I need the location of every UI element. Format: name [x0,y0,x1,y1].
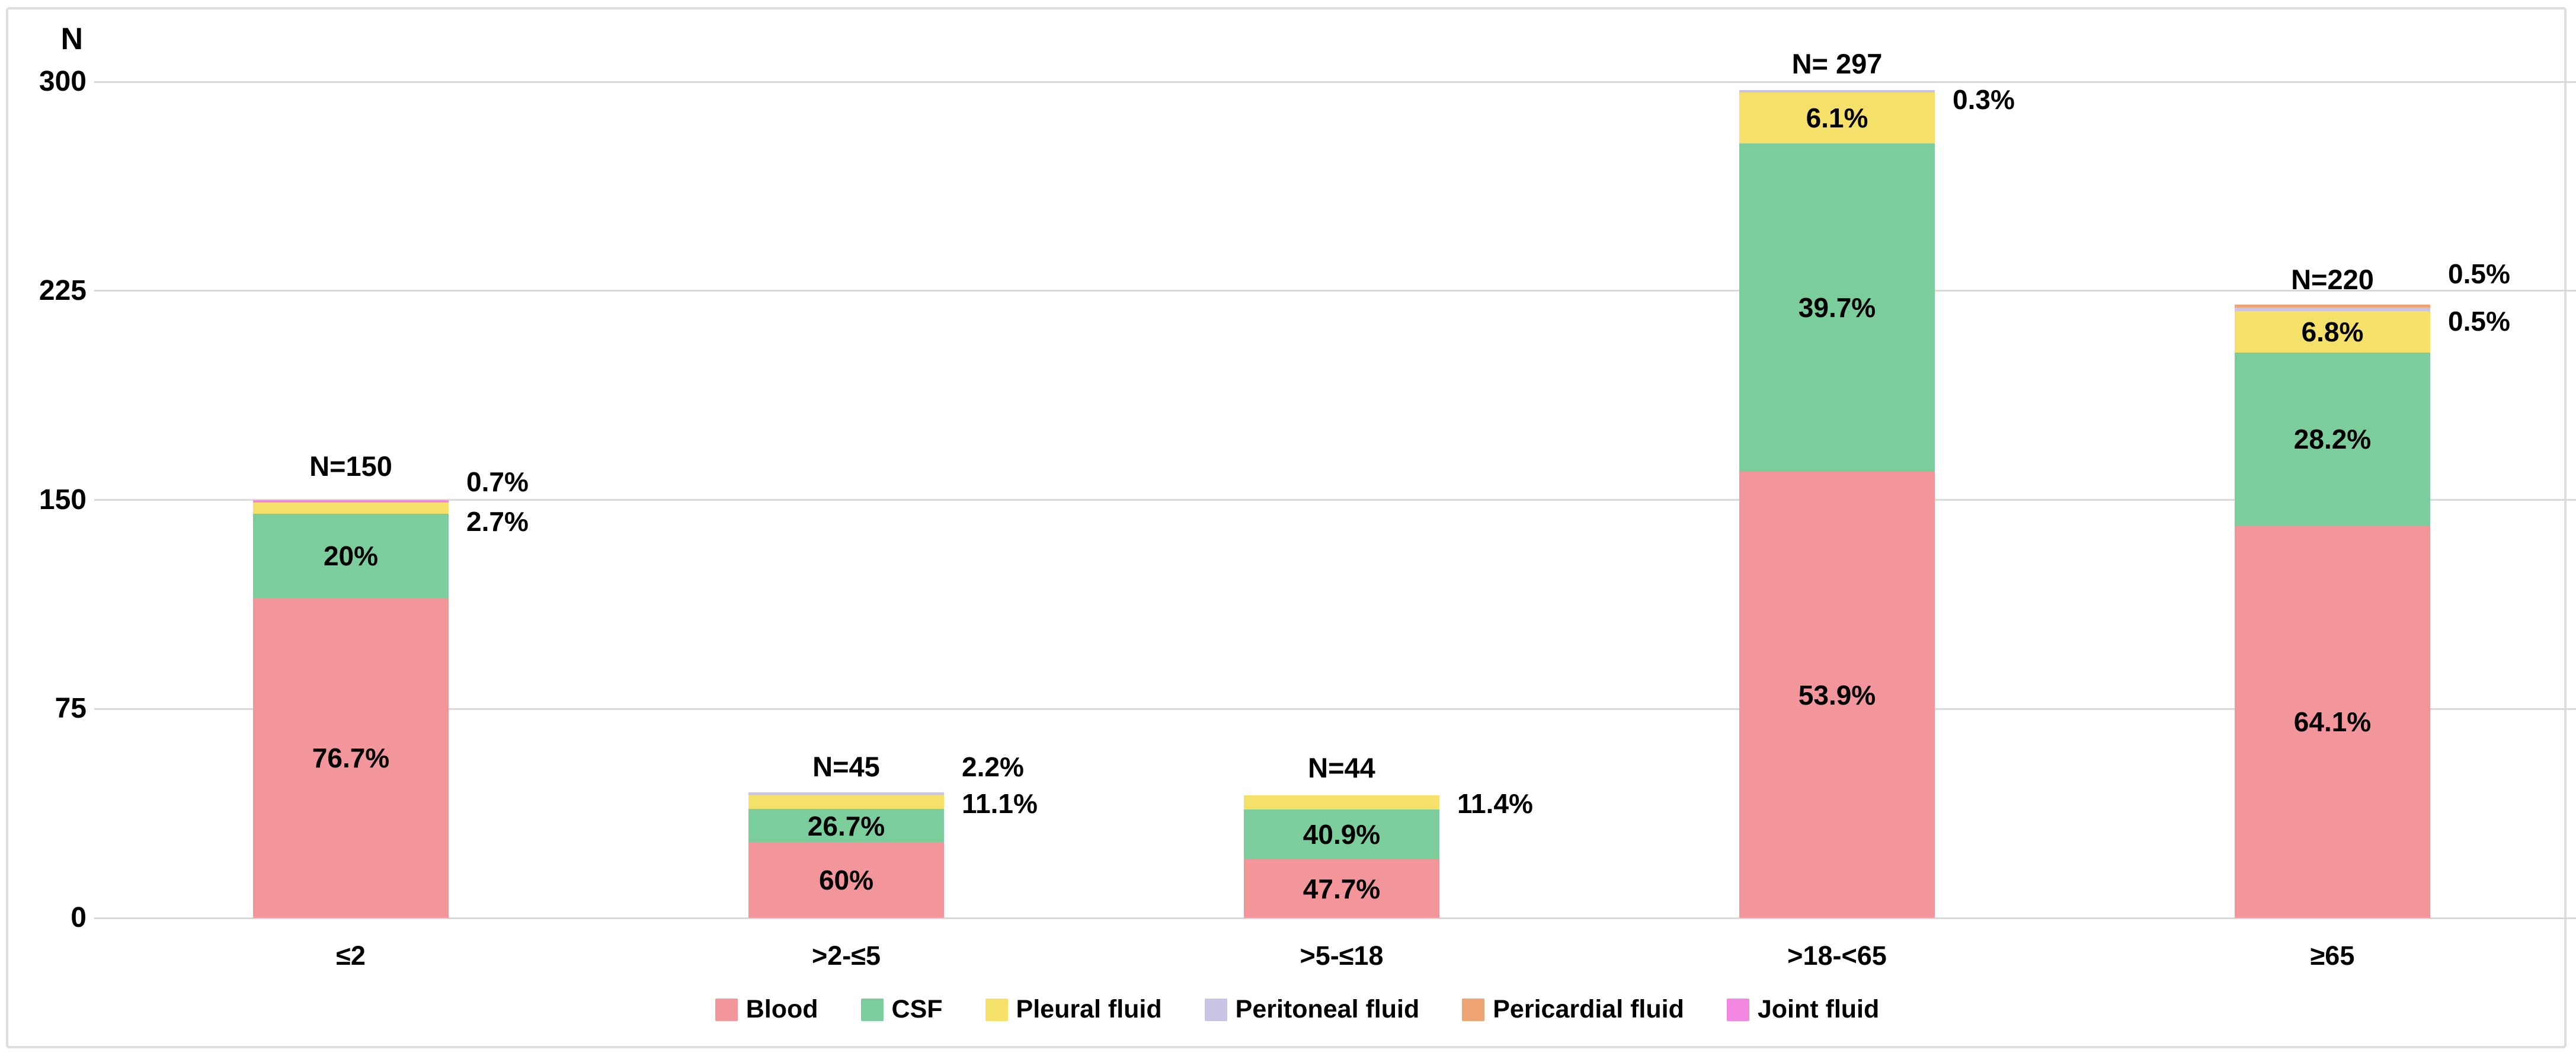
side-value-label-pleural-fluid: 11.1% [962,788,1038,820]
y-tick-label-150: 150 [39,484,87,516]
segment-value-label: 40.9% [1303,818,1381,850]
y-tick-label-300: 300 [39,66,87,97]
segment-value-label: 6.1% [1806,102,1868,133]
bar-total-label: N=150 [309,450,392,482]
y-axis-title: N [60,22,83,56]
legend-swatch-icon [1726,998,1749,1021]
legend-label: CSF [891,995,943,1023]
side-value-label-pleural-fluid: 11.4% [1457,788,1533,820]
gridline-300 [94,81,2576,83]
legend-item-csf: CSF [860,995,943,1024]
segment-peritoneal-fluid [1739,90,1935,93]
y-tick-label-225: 225 [39,274,87,306]
gridline-225 [94,290,2576,292]
segment-blood: 64.1% [2235,525,2430,918]
legend-swatch-icon [715,998,738,1021]
legend-swatch-icon [860,998,884,1021]
segment-peritoneal-fluid [748,792,944,795]
legend-item-pleural-fluid: Pleural fluid [985,995,1162,1024]
side-value-label-peritoneal-fluid: 0.5% [2448,306,2510,337]
legend: Blood CSF Pleural fluid Peritoneal fluid Per… [97,995,2497,1024]
bar-≥65: 6.8% 28.2% 64.1% [2235,305,2430,918]
bar-≤2: 20% 76.7% [253,500,449,918]
segment-value-label: 76.7% [312,742,390,773]
legend-item-joint-fluid: Joint fluid [1726,995,1880,1024]
chart-frame: N Blood CSF Pleural fluid Peritoneal fluid P… [6,7,2576,1048]
gridline-150 [94,499,2576,501]
segment-value-label: 47.7% [1303,873,1381,904]
legend-label: Blood [745,995,818,1023]
legend-swatch-icon [985,998,1008,1021]
segment-value-label: 39.7% [1798,292,1876,323]
segment-blood: 53.9% [1739,472,1935,918]
segment-value-label: 28.2% [2293,423,2372,455]
bar-total-label: N=45 [812,751,880,783]
segment-pleural-fluid: 6.8% [2235,311,2430,353]
segment-blood: 60% [748,842,944,918]
segment-value-label: 64.1% [2293,706,2372,737]
bar-total-label: N=220 [2291,264,2374,296]
side-value-label-pleural-fluid: 2.7% [466,505,529,537]
bar->2-≤5: 26.7% 60% [748,792,944,918]
segment-pleural-fluid [1244,795,1439,810]
segment-pericardial-fluid [2235,305,2430,308]
y-tick-label-75: 75 [55,693,87,725]
side-value-label-peritoneal-fluid: 0.3% [1953,84,2015,116]
legend-label: Pleural fluid [1016,995,1162,1023]
segment-pleural-fluid: 6.1% [1739,92,1935,143]
legend-swatch-icon [1204,998,1227,1021]
segment-csf: 28.2% [2235,352,2430,526]
segment-csf: 20% [253,514,449,598]
side-value-label-peritoneal-fluid: 2.2% [962,751,1024,783]
segment-peritoneal-fluid [2235,308,2430,311]
bar-total-label: N= 297 [1791,48,1883,80]
y-tick-label-0: 0 [71,902,87,933]
x-axis-label->2-≤5: >2-≤5 [811,940,881,971]
x-axis-label->18-<65: >18-<65 [1787,940,1887,971]
segment-value-label: 20% [323,540,379,572]
legend-item-pericardial-fluid: Pericardial fluid [1462,995,1684,1024]
legend-item-peritoneal-fluid: Peritoneal fluid [1204,995,1420,1024]
segment-blood: 47.7% [1244,859,1439,918]
segment-joint-fluid [253,500,449,503]
side-value-label-joint-fluid: 0.7% [466,466,529,497]
legend-label: Peritoneal fluid [1235,995,1420,1023]
bar->5-≤18: 40.9% 47.7% [1244,795,1439,918]
segment-csf: 39.7% [1739,143,1935,472]
bar-total-label: N=44 [1308,752,1375,784]
segment-pleural-fluid [253,503,449,514]
plot-area: N Blood CSF Pleural fluid Peritoneal fluid P… [8,9,2576,1046]
bar->18-<65: 6.1% 39.7% 53.9% [1739,90,1935,918]
segment-blood: 76.7% [253,597,449,918]
segment-value-label: 6.8% [2301,316,2364,347]
legend-label: Joint fluid [1757,995,1880,1023]
segment-value-label: 60% [818,865,874,896]
segment-value-label: 26.7% [807,810,885,842]
x-axis-label-≥65: ≥65 [2310,940,2355,971]
x-axis-label-≤2: ≤2 [336,940,366,971]
legend-label: Pericardial fluid [1493,995,1684,1023]
legend-swatch-icon [1462,998,1485,1021]
gridline-0 [94,917,2576,919]
x-axis-label->5-≤18: >5-≤18 [1300,940,1384,971]
segment-value-label: 53.9% [1798,679,1876,711]
legend-item-blood: Blood [715,995,818,1024]
segment-csf: 40.9% [1244,809,1439,860]
segment-pleural-fluid [748,795,944,810]
segment-csf: 26.7% [748,809,944,843]
gridline-75 [94,708,2576,710]
side-value-label-pericardial-fluid: 0.5% [2448,258,2510,290]
